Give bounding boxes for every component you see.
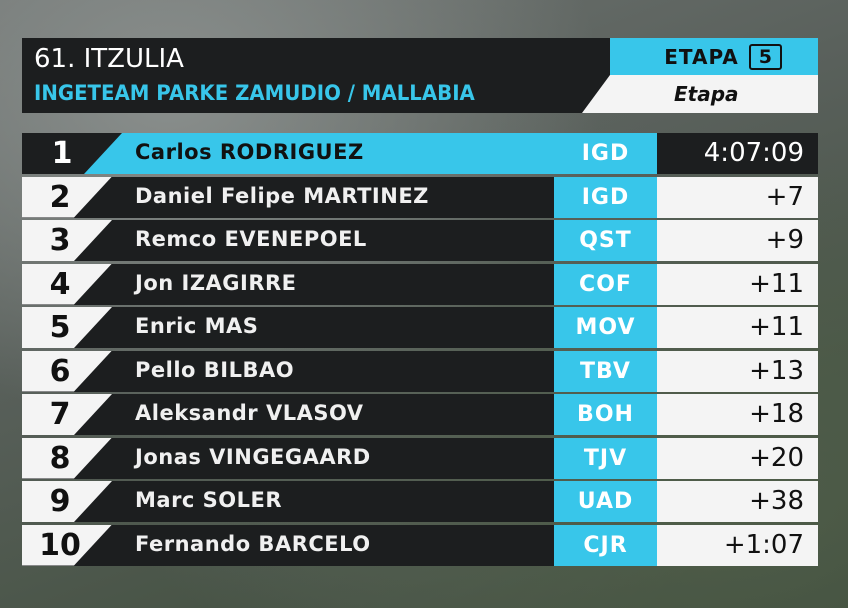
- stage-panel: ETAPA 5 Etapa: [582, 38, 818, 113]
- standings-row: 4 Jon IZAGIRRE COF +11: [22, 263, 818, 305]
- row-background: [22, 524, 554, 566]
- rider-time: +9: [657, 220, 818, 261]
- team-code: IGD: [554, 133, 657, 174]
- rider-name: Jonas VINGEGAARD: [135, 444, 371, 469]
- stage-indicator: ETAPA 5: [610, 38, 818, 75]
- team-code: QST: [554, 220, 657, 261]
- rider-time: +7: [657, 176, 818, 218]
- standings-table: 1 Carlos RODRIGUEZ IGD 4:07:09 2 Daniel …: [22, 133, 818, 568]
- standings-row: 6 Pello BILBAO TBV +13: [22, 350, 818, 392]
- team-code: BOH: [554, 394, 657, 435]
- team-code: TBV: [554, 350, 657, 392]
- stage-label: ETAPA: [664, 44, 739, 69]
- row-background: [22, 350, 554, 392]
- rider-name: Aleksandr VLASOV: [135, 401, 364, 425]
- row-background: [22, 437, 554, 479]
- position-number: 2: [49, 179, 71, 215]
- standings-row: 5 Enric MAS MOV +11: [22, 307, 818, 348]
- rider-time: +1:07: [657, 524, 818, 566]
- team-code: UAD: [554, 481, 657, 522]
- row-background: [22, 176, 554, 218]
- classification-panel: Etapa: [582, 75, 818, 113]
- position-number: 7: [49, 397, 71, 432]
- row-background: [22, 481, 554, 522]
- team-code: COF: [554, 263, 657, 305]
- race-title-panel: 61. ITZULIA INGETEAM PARKE ZAMUDIO / MAL…: [22, 38, 612, 113]
- race-title: 61. ITZULIA: [34, 44, 184, 74]
- stage-number-badge: 5: [748, 43, 782, 70]
- rider-name: Enric MAS: [135, 314, 259, 338]
- rider-time: +20: [657, 437, 818, 479]
- standings-row: 1 Carlos RODRIGUEZ IGD 4:07:09: [22, 133, 818, 174]
- rider-time: +18: [657, 394, 818, 435]
- rider-time: +11: [657, 263, 818, 305]
- rider-time: +11: [657, 307, 818, 348]
- standings-row: 9 Marc SOLER UAD +38: [22, 481, 818, 522]
- position-number: 6: [49, 353, 71, 389]
- rider-name: Marc SOLER: [135, 488, 283, 512]
- standings-row: 10 Fernando BARCELO CJR +1:07: [22, 524, 818, 566]
- rider-name: Remco EVENEPOEL: [135, 227, 367, 251]
- position-number: 1: [51, 136, 73, 171]
- rider-time: 4:07:09: [657, 133, 818, 174]
- results-header: 61. ITZULIA INGETEAM PARKE ZAMUDIO / MAL…: [22, 38, 818, 113]
- team-code: TJV: [554, 437, 657, 479]
- team-code: IGD: [554, 176, 657, 218]
- position-number: 4: [49, 266, 71, 302]
- rider-name: Pello BILBAO: [135, 357, 295, 382]
- classification-label: Etapa: [674, 82, 739, 106]
- standings-row: 3 Remco EVENEPOEL QST +9: [22, 220, 818, 261]
- row-background: [22, 394, 554, 435]
- rider-name: Jon IZAGIRRE: [135, 270, 297, 295]
- team-code: CJR: [554, 524, 657, 566]
- position-number: 9: [49, 484, 71, 519]
- team-code: MOV: [554, 307, 657, 348]
- rider-name: Daniel Felipe MARTINEZ: [135, 183, 429, 208]
- row-background: [22, 220, 554, 261]
- position-number: 8: [49, 440, 71, 476]
- position-number: 5: [49, 310, 71, 345]
- standings-row: 7 Aleksandr VLASOV BOH +18: [22, 394, 818, 435]
- row-background: [22, 263, 554, 305]
- position-number: 10: [39, 527, 81, 563]
- standings-row: 8 Jonas VINGEGAARD TJV +20: [22, 437, 818, 479]
- rider-time: +13: [657, 350, 818, 392]
- stage-route-title: INGETEAM PARKE ZAMUDIO / MALLABIA: [34, 81, 475, 105]
- standings-row: 2 Daniel Felipe MARTINEZ IGD +7: [22, 176, 818, 218]
- row-background: [22, 307, 554, 348]
- rider-name: Fernando BARCELO: [135, 531, 371, 556]
- rider-name: Carlos RODRIGUEZ: [135, 140, 364, 164]
- position-number: 3: [49, 223, 71, 258]
- rider-time: +38: [657, 481, 818, 522]
